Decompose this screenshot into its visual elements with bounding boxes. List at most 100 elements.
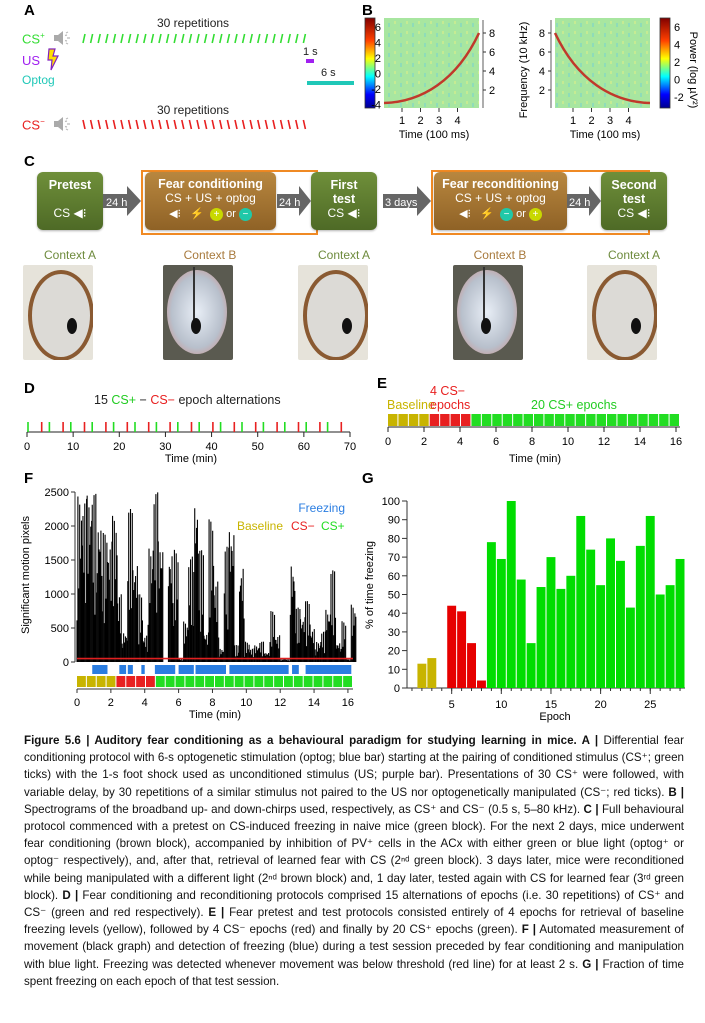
epoch-block — [461, 414, 471, 426]
up-chirp-curve — [383, 32, 481, 105]
cs-plus-tick — [143, 33, 147, 44]
tick-label: 40 — [205, 441, 217, 453]
us-bar — [306, 59, 314, 63]
cs-plus-tick — [219, 33, 223, 44]
bar-epoch-28 — [675, 558, 685, 688]
arrow-24h-3: 24 h — [567, 186, 601, 216]
arrow-24h-2: 24 h — [277, 186, 311, 216]
blue-light-icon: − — [500, 208, 514, 221]
tick-label: 12 — [598, 436, 610, 448]
bar-epoch-21 — [606, 538, 615, 688]
colorbar-tick-label: 6 — [674, 22, 680, 34]
freq-tick-label: 6 — [489, 47, 495, 59]
cs-minus-tick — [112, 119, 117, 130]
y-tick-label: 1000 — [45, 589, 69, 601]
epoch-block — [86, 676, 96, 687]
x-tick-label: 4 — [142, 697, 148, 709]
bar-epoch-23 — [625, 607, 635, 688]
tick-label: 70 — [344, 441, 356, 453]
cs-plus-tick — [89, 33, 94, 44]
epoch-block — [408, 414, 419, 426]
bar-epoch-10 — [496, 558, 506, 688]
colorbar-tick-label: 2 — [375, 53, 381, 65]
panel-f-label: F — [24, 470, 34, 487]
x-tick-label: 10 — [240, 697, 252, 709]
epoch-block — [617, 414, 627, 426]
freezing-segment — [127, 665, 133, 674]
colorbar-tick-label: -2 — [674, 92, 684, 104]
x-tick-label: 14 — [308, 697, 320, 709]
cs-plus-tick — [257, 33, 261, 44]
freezing-segment — [195, 665, 227, 674]
context-a-photo — [298, 265, 368, 360]
time-tick-label: 3 — [436, 115, 442, 127]
freq-tick-label: 2 — [539, 85, 545, 97]
epoch-block — [502, 414, 513, 426]
cs-minus-tick — [181, 119, 185, 130]
epoch-block — [607, 414, 617, 426]
cs-minus-tick — [234, 119, 238, 130]
context-a-photo — [23, 265, 93, 360]
bar-epoch-14 — [536, 587, 546, 688]
x-tick-label: 5 — [449, 699, 455, 711]
epoch-block — [534, 414, 544, 426]
cs-minus-tick — [165, 119, 170, 130]
context-label: Context A — [43, 248, 97, 262]
tick-label: 0 — [24, 441, 30, 453]
epoch-block — [627, 414, 638, 426]
cs-plus-label: CS+ — [22, 31, 45, 47]
epoch-block — [481, 414, 492, 426]
second-test-block: Second test CS ◀︎⁝ — [601, 172, 667, 230]
bar-epoch-9 — [486, 542, 496, 688]
cs-plus-tick — [279, 33, 284, 44]
cs-minus-tick — [120, 119, 124, 130]
y-tick-label: 10 — [388, 664, 400, 676]
bar-epoch-18 — [576, 515, 586, 688]
cs-minus-tick — [82, 119, 86, 130]
epoch-block — [205, 676, 214, 687]
panel-b-label: B — [362, 2, 373, 19]
bar-epoch-5 — [447, 605, 457, 688]
freezing-segment — [305, 665, 352, 674]
panel-d-timeline: Time (min) 0 10 20 30 40 50 60 70 — [24, 422, 356, 465]
cs-plus-tick — [173, 33, 177, 44]
cs-minus-ticks — [82, 119, 307, 130]
cs-minus-tick — [127, 119, 132, 130]
cs-plus-tick — [234, 33, 238, 44]
epoch-block — [77, 676, 86, 687]
cs-plus-tick — [127, 33, 132, 44]
y-tick-label: 0 — [63, 657, 69, 669]
cs-minus-tick — [173, 119, 177, 130]
cs-plus-tick — [181, 33, 185, 44]
cs-minus-tick — [143, 119, 147, 130]
y-tick-label: 1500 — [45, 555, 69, 567]
cs-minus-tick — [264, 119, 269, 130]
bar-epoch-24 — [635, 545, 645, 688]
epoch-block — [523, 414, 533, 426]
epoch-block — [343, 676, 352, 687]
panel-g-xlabel: Epoch — [539, 711, 570, 723]
freezing-segment — [141, 665, 145, 674]
cs-plus-tick — [302, 33, 307, 44]
panel-d-label: D — [24, 380, 35, 397]
panel-e-label: E — [377, 375, 388, 392]
y-tick-label: 100 — [382, 496, 400, 508]
panel-f-xlabel: Time (min) — [189, 709, 241, 721]
y-tick-label: 20 — [388, 646, 400, 658]
tick-label: 60 — [298, 441, 310, 453]
y-tick-label: 40 — [388, 608, 400, 620]
epoch-block — [96, 676, 106, 687]
epoch-block — [185, 676, 195, 687]
bar-epoch-17 — [566, 575, 576, 688]
colorbar-tick-label: 2 — [674, 57, 680, 69]
speaker-icon — [54, 117, 70, 131]
right-colorbar-label: Power (log µV²) — [687, 32, 699, 109]
epoch-block — [155, 676, 165, 687]
down-chirp-spectrogram — [555, 18, 650, 108]
freq-tick-label: 8 — [539, 28, 545, 40]
context-b-photo — [163, 265, 233, 360]
cs-minus-tick — [135, 119, 139, 130]
cs-minus-tick — [188, 119, 193, 130]
cs-plus-tick — [188, 33, 193, 44]
green-light-icon: + — [528, 208, 542, 221]
